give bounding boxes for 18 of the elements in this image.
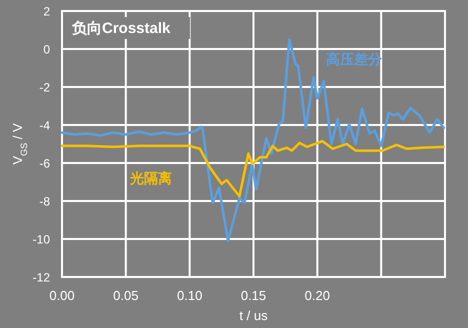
x-tick-label: 0.10	[177, 288, 202, 303]
y-tick-label: 2	[43, 4, 50, 18]
y-tick-label: -8	[39, 194, 50, 208]
y-tick-label: -4	[39, 118, 50, 132]
line-series	[60, 38, 445, 242]
x-tick-label: 0.00	[49, 288, 75, 303]
x-axis-title: t / us	[239, 308, 268, 323]
text: 负向Crosstalk	[71, 20, 172, 37]
y-tick-label: -10	[32, 232, 50, 246]
y-tick-label: -6	[39, 156, 50, 170]
x-tick-label: 0.15	[240, 288, 266, 303]
y-tick-label: 0	[43, 42, 50, 56]
x-tick-label: 0.20	[304, 288, 330, 303]
x-tick-label: 0.05	[113, 288, 138, 303]
y-tick-label: -12	[32, 270, 50, 284]
series-label: 光隔离	[129, 170, 172, 186]
line-series	[60, 140, 445, 198]
y-tick-label: -2	[39, 80, 50, 94]
